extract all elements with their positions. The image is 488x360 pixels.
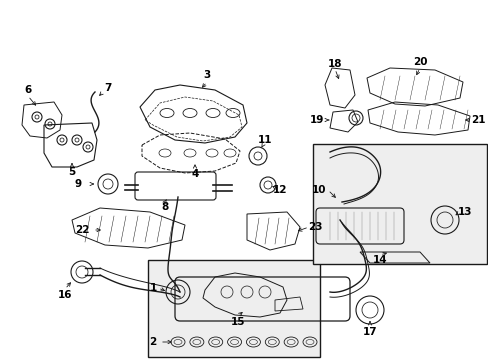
Text: 1: 1: [149, 283, 156, 293]
Text: 5: 5: [68, 167, 76, 177]
Text: 20: 20: [412, 57, 427, 67]
Text: 16: 16: [58, 290, 72, 300]
Text: 22: 22: [75, 225, 89, 235]
Text: 8: 8: [161, 202, 168, 212]
Text: 3: 3: [203, 70, 210, 80]
Text: 9: 9: [74, 179, 81, 189]
Bar: [312, 144, 486, 264]
Text: 6: 6: [24, 85, 32, 95]
Bar: [148, 260, 319, 357]
Text: 23: 23: [307, 222, 322, 232]
Text: 7: 7: [104, 83, 111, 93]
Text: 21: 21: [470, 115, 484, 125]
Text: 4: 4: [191, 169, 198, 179]
Text: 18: 18: [327, 59, 342, 69]
Text: 13: 13: [457, 207, 471, 217]
Text: 19: 19: [309, 115, 324, 125]
Text: 10: 10: [311, 185, 325, 195]
Text: 14: 14: [372, 255, 386, 265]
Text: 12: 12: [272, 185, 286, 195]
Text: 15: 15: [230, 317, 245, 327]
Text: 17: 17: [362, 327, 377, 337]
Text: 11: 11: [257, 135, 272, 145]
Text: 2: 2: [149, 337, 156, 347]
